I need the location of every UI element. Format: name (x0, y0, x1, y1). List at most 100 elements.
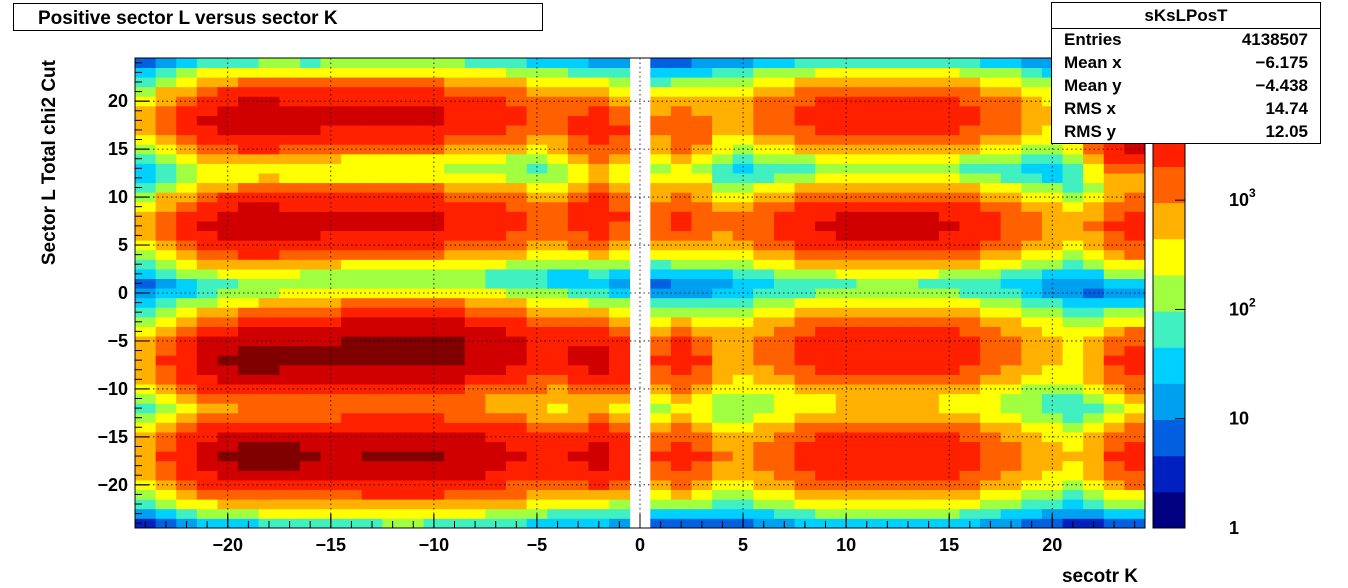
heatmap-cell (155, 508, 177, 519)
heatmap-cell (1062, 489, 1084, 500)
heatmap-cell (526, 297, 548, 308)
heatmap-cell (238, 86, 260, 97)
heatmap-cell (567, 144, 589, 155)
heatmap-cell (444, 297, 466, 308)
heatmap-cell (155, 230, 177, 241)
heatmap-cell (155, 259, 177, 270)
heatmap-cell (794, 211, 816, 222)
heatmap-cell (485, 412, 507, 423)
heatmap-cell (691, 269, 713, 280)
heatmap-cell (732, 173, 754, 184)
heatmap-cell (1103, 336, 1125, 347)
heatmap-cell (506, 125, 528, 136)
heatmap-cell (196, 499, 218, 510)
heatmap-cell (196, 489, 218, 500)
heatmap-cell (1103, 201, 1125, 212)
heatmap-cell (918, 422, 940, 433)
heatmap-cell (877, 278, 899, 289)
heatmap-cell (238, 182, 260, 193)
heatmap-cell (835, 173, 857, 184)
heatmap-cell (712, 460, 734, 471)
heatmap-cell (1124, 278, 1146, 289)
heatmap-cell (1041, 393, 1063, 404)
heatmap-cell (609, 96, 631, 107)
heatmap-cell (444, 221, 466, 232)
heatmap-cell (423, 240, 445, 251)
heatmap-cell (815, 240, 837, 251)
heatmap-cell (320, 480, 342, 491)
heatmap-cell (877, 211, 899, 222)
heatmap-cell (258, 316, 280, 327)
heatmap-cell (1062, 153, 1084, 164)
heatmap-cell (444, 508, 466, 519)
heatmap-cell (1103, 307, 1125, 318)
heatmap-cell (1000, 58, 1022, 68)
heatmap-cell (464, 134, 486, 145)
heatmap-cell (712, 288, 734, 299)
heatmap-cell (485, 115, 507, 126)
heatmap-cell (382, 201, 404, 212)
heatmap-cell (712, 153, 734, 164)
heatmap-cell (773, 393, 795, 404)
heatmap-cell (135, 58, 157, 68)
heatmap-cell (815, 489, 837, 500)
heatmap-cell (1041, 441, 1063, 452)
heatmap-cell (959, 259, 981, 270)
heatmap-cell (1124, 441, 1146, 452)
heatmap-cell (856, 259, 878, 270)
heatmap-cell (1000, 134, 1022, 145)
heatmap-cell (650, 278, 672, 289)
heatmap-cell (485, 269, 507, 280)
heatmap-cell (196, 153, 218, 164)
x-tick-label: 20 (1042, 535, 1062, 555)
heatmap-cell (815, 67, 837, 78)
heatmap-cell (402, 364, 424, 375)
heatmap-cell (238, 115, 260, 126)
heatmap-cell (691, 125, 713, 136)
heatmap-cell (217, 182, 239, 193)
heatmap-cell (1103, 297, 1125, 308)
heatmap-cell (1103, 499, 1125, 510)
heatmap-cell (773, 403, 795, 414)
heatmap-cell (547, 58, 569, 68)
heatmap-cell (423, 412, 445, 423)
heatmap-cell (464, 77, 486, 88)
heatmap-cell (794, 221, 816, 232)
heatmap-cell (196, 278, 218, 289)
heatmap-cell (238, 355, 260, 366)
heatmap-cell (155, 67, 177, 78)
heatmap-cell (402, 125, 424, 136)
heatmap-cell (1000, 336, 1022, 347)
heatmap-cell (444, 115, 466, 126)
heatmap-cell (918, 480, 940, 491)
heatmap-cell (238, 508, 260, 519)
x-tick-label: −5 (527, 535, 548, 555)
heatmap-cell (918, 499, 940, 510)
heatmap-cell (959, 96, 981, 107)
heatmap-cell (1041, 470, 1063, 481)
heatmap-cell (959, 134, 981, 145)
heatmap-cell (567, 86, 589, 97)
heatmap-cell (794, 441, 816, 452)
heatmap-cell (650, 508, 672, 519)
heatmap-cell (588, 316, 610, 327)
heatmap-cell (732, 412, 754, 423)
heatmap-cell (155, 460, 177, 471)
heatmap-cell (794, 192, 816, 203)
heatmap-cell (567, 441, 589, 452)
heatmap-cell (464, 259, 486, 270)
heatmap-cell (444, 278, 466, 289)
heatmap-cell (238, 499, 260, 510)
heatmap-cell (567, 77, 589, 88)
heatmap-cell (794, 470, 816, 481)
heatmap-cell (1083, 393, 1105, 404)
heatmap-cell (176, 393, 198, 404)
heatmap-cell (444, 259, 466, 270)
heatmap-cell (712, 173, 734, 184)
heatmap-cell (588, 211, 610, 222)
palette-swatch (1153, 419, 1185, 457)
heatmap-cell (712, 192, 734, 203)
heatmap-cell (402, 249, 424, 260)
heatmap-cell (444, 412, 466, 423)
heatmap-cell (753, 211, 775, 222)
